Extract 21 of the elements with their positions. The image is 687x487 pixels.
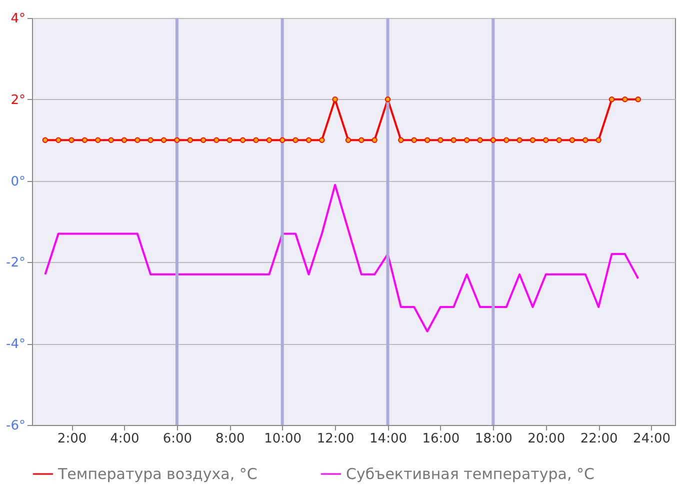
x-tick-label: 10:00 <box>264 432 302 446</box>
legend-label: Субъективная температура, °C <box>346 465 594 483</box>
x-tick-label: 22:00 <box>580 432 618 446</box>
y-tick-label: 4° <box>10 12 26 26</box>
y-tick-label: -4° <box>6 337 26 352</box>
x-tick-label: 12:00 <box>316 432 354 446</box>
x-tick-label: 2:00 <box>57 432 87 446</box>
x-tick-label: 24:00 <box>633 432 671 446</box>
y-tick-label: -2° <box>6 256 26 271</box>
y-tick-label: 0° <box>10 174 26 190</box>
legend-label: Температура воздуха, °C <box>57 465 258 483</box>
x-tick-label: 20:00 <box>528 432 566 446</box>
y-tick-label: 2° <box>10 92 26 108</box>
y-tick-label: -6° <box>6 418 26 434</box>
x-tick-label: 14:00 <box>370 432 407 446</box>
x-tick-label: 4:00 <box>110 432 140 446</box>
x-tick-label: 6:00 <box>162 432 192 446</box>
x-tick-label: 18:00 <box>474 432 512 446</box>
x-tick-label: 8:00 <box>216 432 245 446</box>
x-tick-label: 16:00 <box>422 432 460 446</box>
line-series <box>44 184 640 332</box>
